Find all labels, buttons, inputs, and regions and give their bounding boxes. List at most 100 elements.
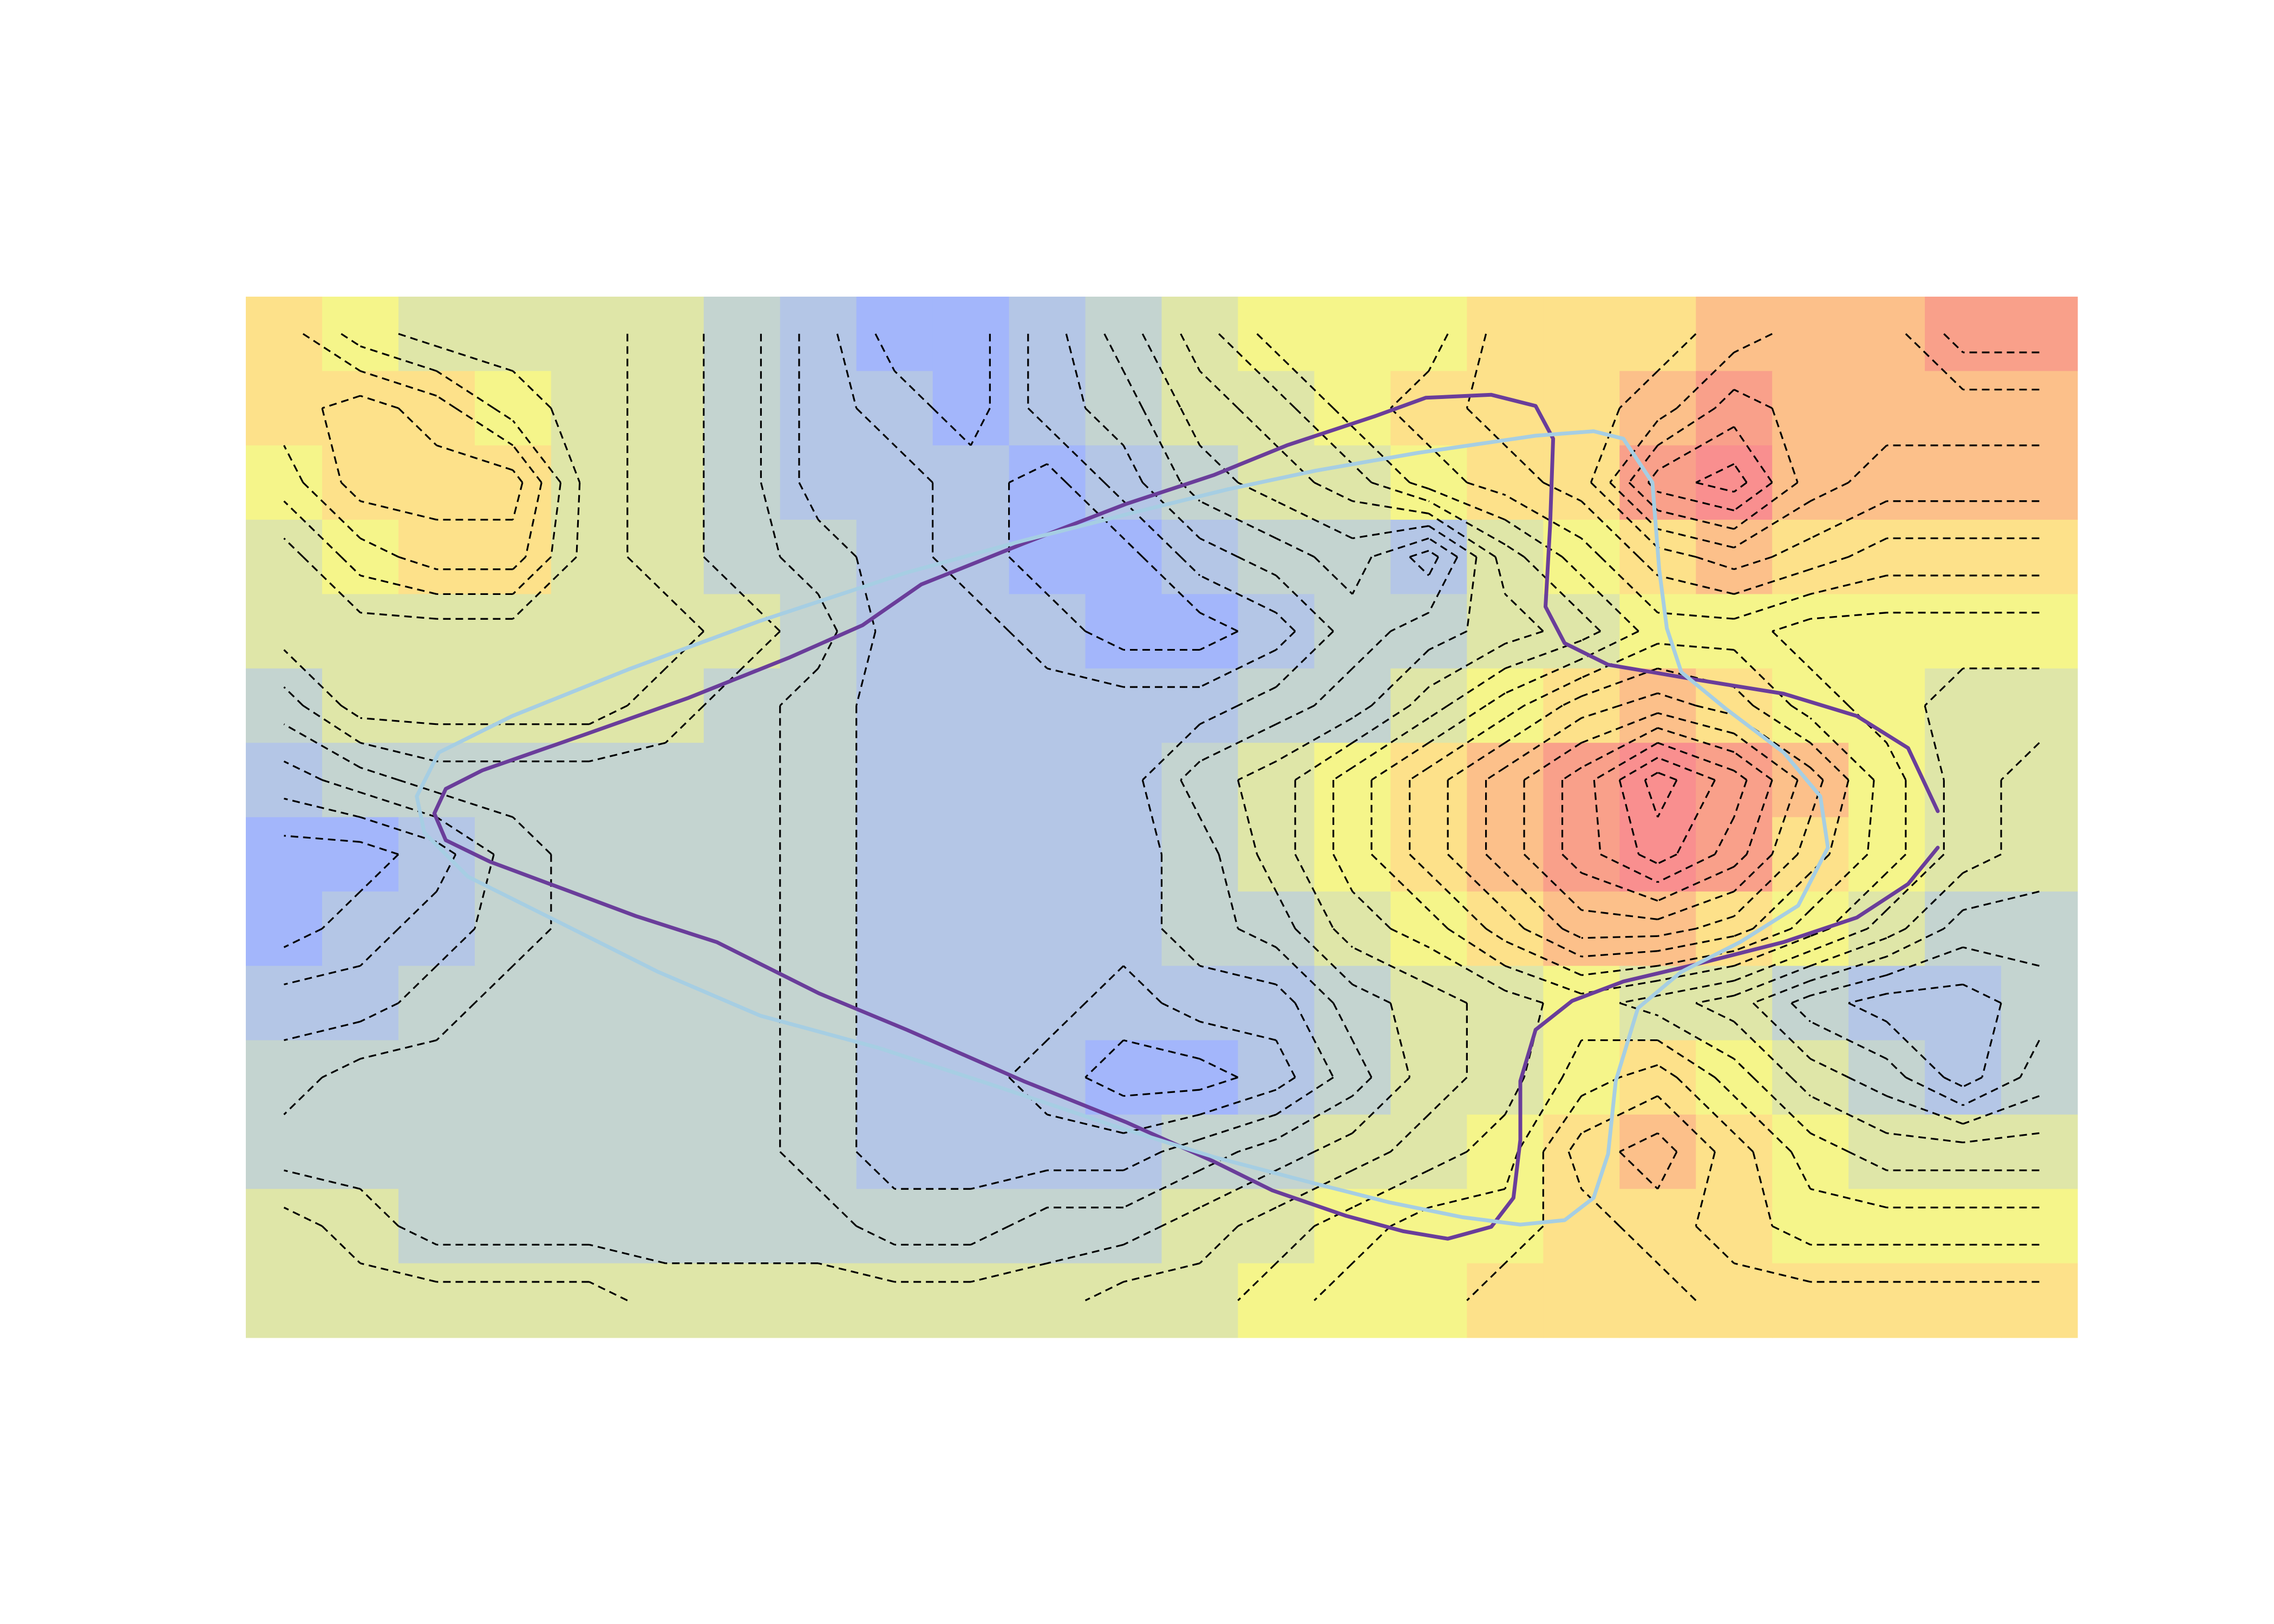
contour-line [1676, 351, 1735, 409]
contour-line [1180, 333, 1201, 372]
heat-cell [1314, 520, 1391, 595]
heat-cell [703, 445, 781, 520]
contour-line [1409, 686, 1429, 706]
contour-line [1809, 717, 1875, 781]
contour-line [1733, 751, 1773, 781]
contour-line [512, 928, 552, 967]
contour-line [283, 649, 342, 706]
contour-line [1810, 556, 1849, 571]
heat-cell [1772, 297, 1849, 371]
heat-cell [1238, 817, 1315, 892]
contour-line [1428, 556, 1439, 576]
contour-line [512, 556, 577, 620]
contour-line [1580, 538, 1602, 558]
contour-line [1276, 1076, 1334, 1116]
heat-cell [932, 594, 1010, 669]
contour-line [1581, 909, 1658, 920]
heat-cell [1848, 817, 1925, 892]
contour-line [284, 835, 361, 843]
heat-cell [780, 817, 857, 892]
contour-line [474, 854, 495, 929]
heat-cell [1009, 1189, 1086, 1264]
contour-line [1352, 946, 1429, 985]
heat-cell [246, 1263, 323, 1338]
contour-line [1657, 1014, 1735, 1060]
heat-cell [1085, 297, 1162, 371]
heat-cell [1696, 966, 1773, 1041]
contour-line [1428, 1188, 1506, 1209]
heat-cell [322, 891, 399, 966]
heat-cell [551, 297, 628, 371]
contour-line [1494, 556, 1506, 594]
heat-cell [1772, 891, 1849, 966]
contour-line [1275, 984, 1296, 1004]
heat-cell [1543, 817, 1620, 892]
heat-cell [1314, 297, 1391, 371]
contour-line [1505, 940, 1582, 976]
contour-line [1199, 705, 1239, 725]
heat-cell [1161, 668, 1239, 743]
contour-line [1351, 1039, 1373, 1078]
heat-cell [1848, 1189, 1925, 1264]
contour-line [1351, 463, 1373, 483]
contour-line [932, 556, 972, 595]
contour-line [1504, 519, 1563, 558]
heat-cell [1925, 1189, 2002, 1264]
heat-cell [1009, 743, 1086, 818]
heat-cell [780, 445, 857, 520]
heat-cell [1085, 1040, 1162, 1115]
heat-cell [398, 371, 475, 446]
contour-line [1485, 854, 1506, 874]
heat-cell [627, 817, 704, 892]
heat-cell [1009, 668, 1086, 743]
contour-line [1142, 482, 1201, 539]
heat-cell [246, 743, 323, 818]
contour-line [1734, 1262, 1811, 1283]
heat-cell [1314, 668, 1391, 743]
contour-line [1695, 1151, 1716, 1227]
contour-line [284, 965, 361, 986]
contour-line [283, 686, 304, 706]
heat-cell [780, 891, 857, 966]
contour-line [436, 791, 513, 818]
contour-line [1733, 732, 1799, 781]
heat-cell [1161, 297, 1239, 371]
contour-line [1796, 816, 1812, 855]
contour-line [1275, 1225, 1315, 1264]
contour-line [1962, 1076, 1983, 1088]
contour-line [1351, 630, 1391, 669]
contour-line [970, 1169, 1048, 1190]
heat-cell [1085, 817, 1162, 892]
contour-line [1733, 649, 1792, 706]
contour-line [1809, 854, 1868, 911]
heat-cell [856, 891, 933, 966]
contour-line [302, 556, 361, 613]
heat-cell [1161, 520, 1239, 595]
contour-line [1276, 717, 1353, 762]
contour-line [360, 612, 437, 620]
contour-line [1581, 727, 1658, 769]
heat-cell [932, 520, 1010, 595]
contour-line [1237, 1262, 1277, 1301]
heat-cell [1848, 966, 1925, 1041]
contour-line [1599, 556, 1658, 613]
contour-line [1103, 482, 1125, 502]
heat-cell [1390, 891, 1467, 966]
contour-line [665, 593, 704, 632]
contour-line [1695, 556, 1735, 571]
heat-cell [1009, 817, 1086, 892]
heat-cell [551, 966, 628, 1041]
contour-line [1047, 1243, 1124, 1265]
heat-cell [703, 743, 781, 818]
heat-cell [551, 520, 628, 595]
heat-cell [1390, 743, 1467, 818]
contour-line [1657, 965, 1734, 982]
heat-cell [932, 668, 1010, 743]
contour-line [1524, 928, 1582, 958]
contour-line [1123, 1151, 1162, 1171]
contours [283, 333, 2040, 1301]
heat-cell [703, 1040, 781, 1115]
contour-line [1161, 1207, 1200, 1227]
heat-cell [1390, 520, 1467, 595]
contour-line [1638, 853, 1658, 865]
